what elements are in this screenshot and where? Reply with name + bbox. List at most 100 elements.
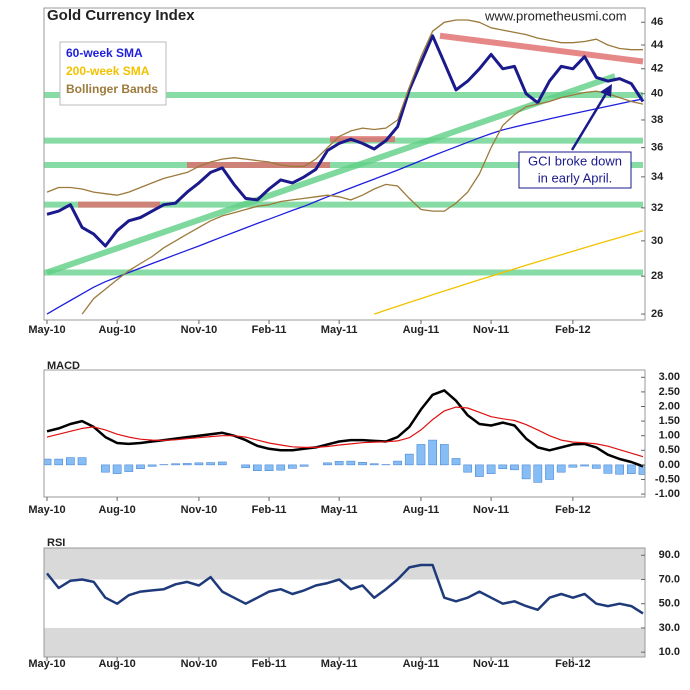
histogram-bar: [626, 464, 636, 474]
histogram-bar: [439, 444, 449, 466]
y-tick-label: 36: [651, 142, 663, 154]
x-tick-label: Feb-11: [252, 658, 287, 670]
histogram-bar: [463, 464, 473, 473]
x-tick-label: Nov-11: [473, 658, 509, 670]
x-tick-label: Nov-11: [473, 324, 509, 336]
series-line: [46, 34, 645, 248]
y-tick-label: 34: [651, 171, 664, 183]
y-tick-label: 70.0: [659, 573, 680, 585]
x-tick-label: Aug-11: [403, 324, 440, 336]
y-tick-label: 2.00: [659, 400, 680, 412]
histogram-bar: [171, 463, 180, 466]
x-tick-label: Feb-12: [555, 658, 590, 670]
histogram-bar: [112, 464, 122, 474]
histogram-bar: [276, 464, 286, 471]
legend-entry: Bollinger Bands: [66, 82, 158, 96]
chart-title: RSI: [47, 537, 65, 549]
plot-frame: [43, 547, 646, 658]
annotation-arrowhead: [600, 84, 612, 97]
x-tick-label: Nov-10: [181, 324, 218, 336]
x-tick-label: Feb-11: [252, 504, 287, 516]
x-tick-label: Feb-12: [555, 324, 590, 336]
y-tick-label: 90.0: [659, 549, 680, 561]
series-line: [46, 389, 644, 468]
legend-entry: 200-week SMA: [66, 64, 150, 78]
series-line: [46, 406, 644, 458]
y-tick-label: 2.50: [659, 386, 680, 398]
histogram-bar: [77, 457, 87, 466]
x-tick-label: Aug-10: [98, 504, 135, 516]
y-tick-label: 46: [651, 16, 663, 28]
x-tick-label: May-10: [28, 658, 65, 670]
watermark: www.prometheusmi.com: [484, 8, 627, 23]
histogram-bar: [136, 464, 145, 469]
y-tick-label: -0.50: [655, 473, 680, 485]
histogram-bar: [299, 464, 309, 467]
histogram-bar: [358, 462, 367, 466]
y-tick-label: 50.0: [659, 598, 680, 610]
trend-line: [46, 73, 616, 276]
histogram-bar: [54, 458, 64, 466]
histogram-bar: [545, 464, 554, 480]
histogram-bar: [404, 453, 414, 466]
y-tick-label: 32: [651, 202, 663, 214]
histogram-bar: [334, 461, 344, 466]
y-tick-label: 3.00: [659, 371, 680, 383]
histogram-bar: [568, 464, 578, 468]
histogram-bar: [416, 444, 426, 466]
histogram-bar: [475, 464, 484, 477]
histogram-bar: [615, 464, 624, 475]
histogram-bar: [521, 464, 531, 480]
histogram-bar: [241, 464, 251, 469]
histogram-bar: [217, 461, 227, 466]
histogram-bar: [591, 464, 601, 469]
y-tick-label: 42: [651, 63, 663, 75]
y-tick-label: -1.00: [655, 488, 680, 500]
histogram-bar: [182, 463, 192, 466]
x-tick-label: Aug-11: [403, 658, 440, 670]
plot-frame: [43, 7, 646, 321]
y-tick-label: 1.00: [659, 430, 680, 442]
shaded-band: [44, 627, 645, 657]
histogram-bar: [346, 460, 356, 466]
histogram-bar: [66, 457, 75, 466]
x-tick-label: Feb-12: [555, 504, 590, 516]
histogram-bar: [510, 464, 519, 471]
histogram-bar: [580, 464, 589, 467]
x-tick-label: Aug-11: [403, 504, 440, 516]
x-tick-label: Nov-10: [181, 658, 218, 670]
histogram-bar: [428, 439, 437, 466]
plot-area: [44, 389, 645, 483]
annotation-text: GCI broke down: [528, 153, 622, 168]
y-tick-label: 40: [651, 88, 663, 100]
histogram-bar: [288, 464, 297, 469]
chart-title: MACD: [47, 360, 80, 372]
series-line: [46, 563, 644, 615]
histogram-bar: [451, 458, 461, 466]
histogram-bar: [556, 464, 566, 473]
plot-frame: [43, 369, 646, 498]
trend-line: [439, 32, 644, 65]
histogram-bar: [124, 464, 134, 472]
y-tick-label: 28: [651, 270, 663, 282]
y-tick-label: 30: [651, 235, 663, 247]
histogram-bar: [498, 464, 508, 469]
histogram-bar: [603, 464, 613, 474]
x-tick-label: Feb-11: [252, 324, 287, 336]
histogram-bar: [393, 460, 402, 466]
series-line: [46, 19, 643, 196]
histogram-bar: [369, 463, 379, 466]
series-line: [46, 98, 644, 315]
series-line: [373, 230, 644, 315]
x-tick-label: May-10: [28, 324, 65, 336]
y-tick-label: 0.50: [659, 444, 680, 456]
x-tick-label: May-11: [321, 504, 358, 516]
annotation-arrow: [570, 91, 609, 151]
annotation-text: in early April.: [538, 170, 612, 185]
shaded-band: [44, 548, 645, 580]
y-tick-label: 10.0: [659, 646, 680, 658]
x-tick-label: Nov-11: [473, 504, 509, 516]
histogram-bar: [323, 462, 332, 466]
y-tick-label: 26: [651, 308, 663, 320]
